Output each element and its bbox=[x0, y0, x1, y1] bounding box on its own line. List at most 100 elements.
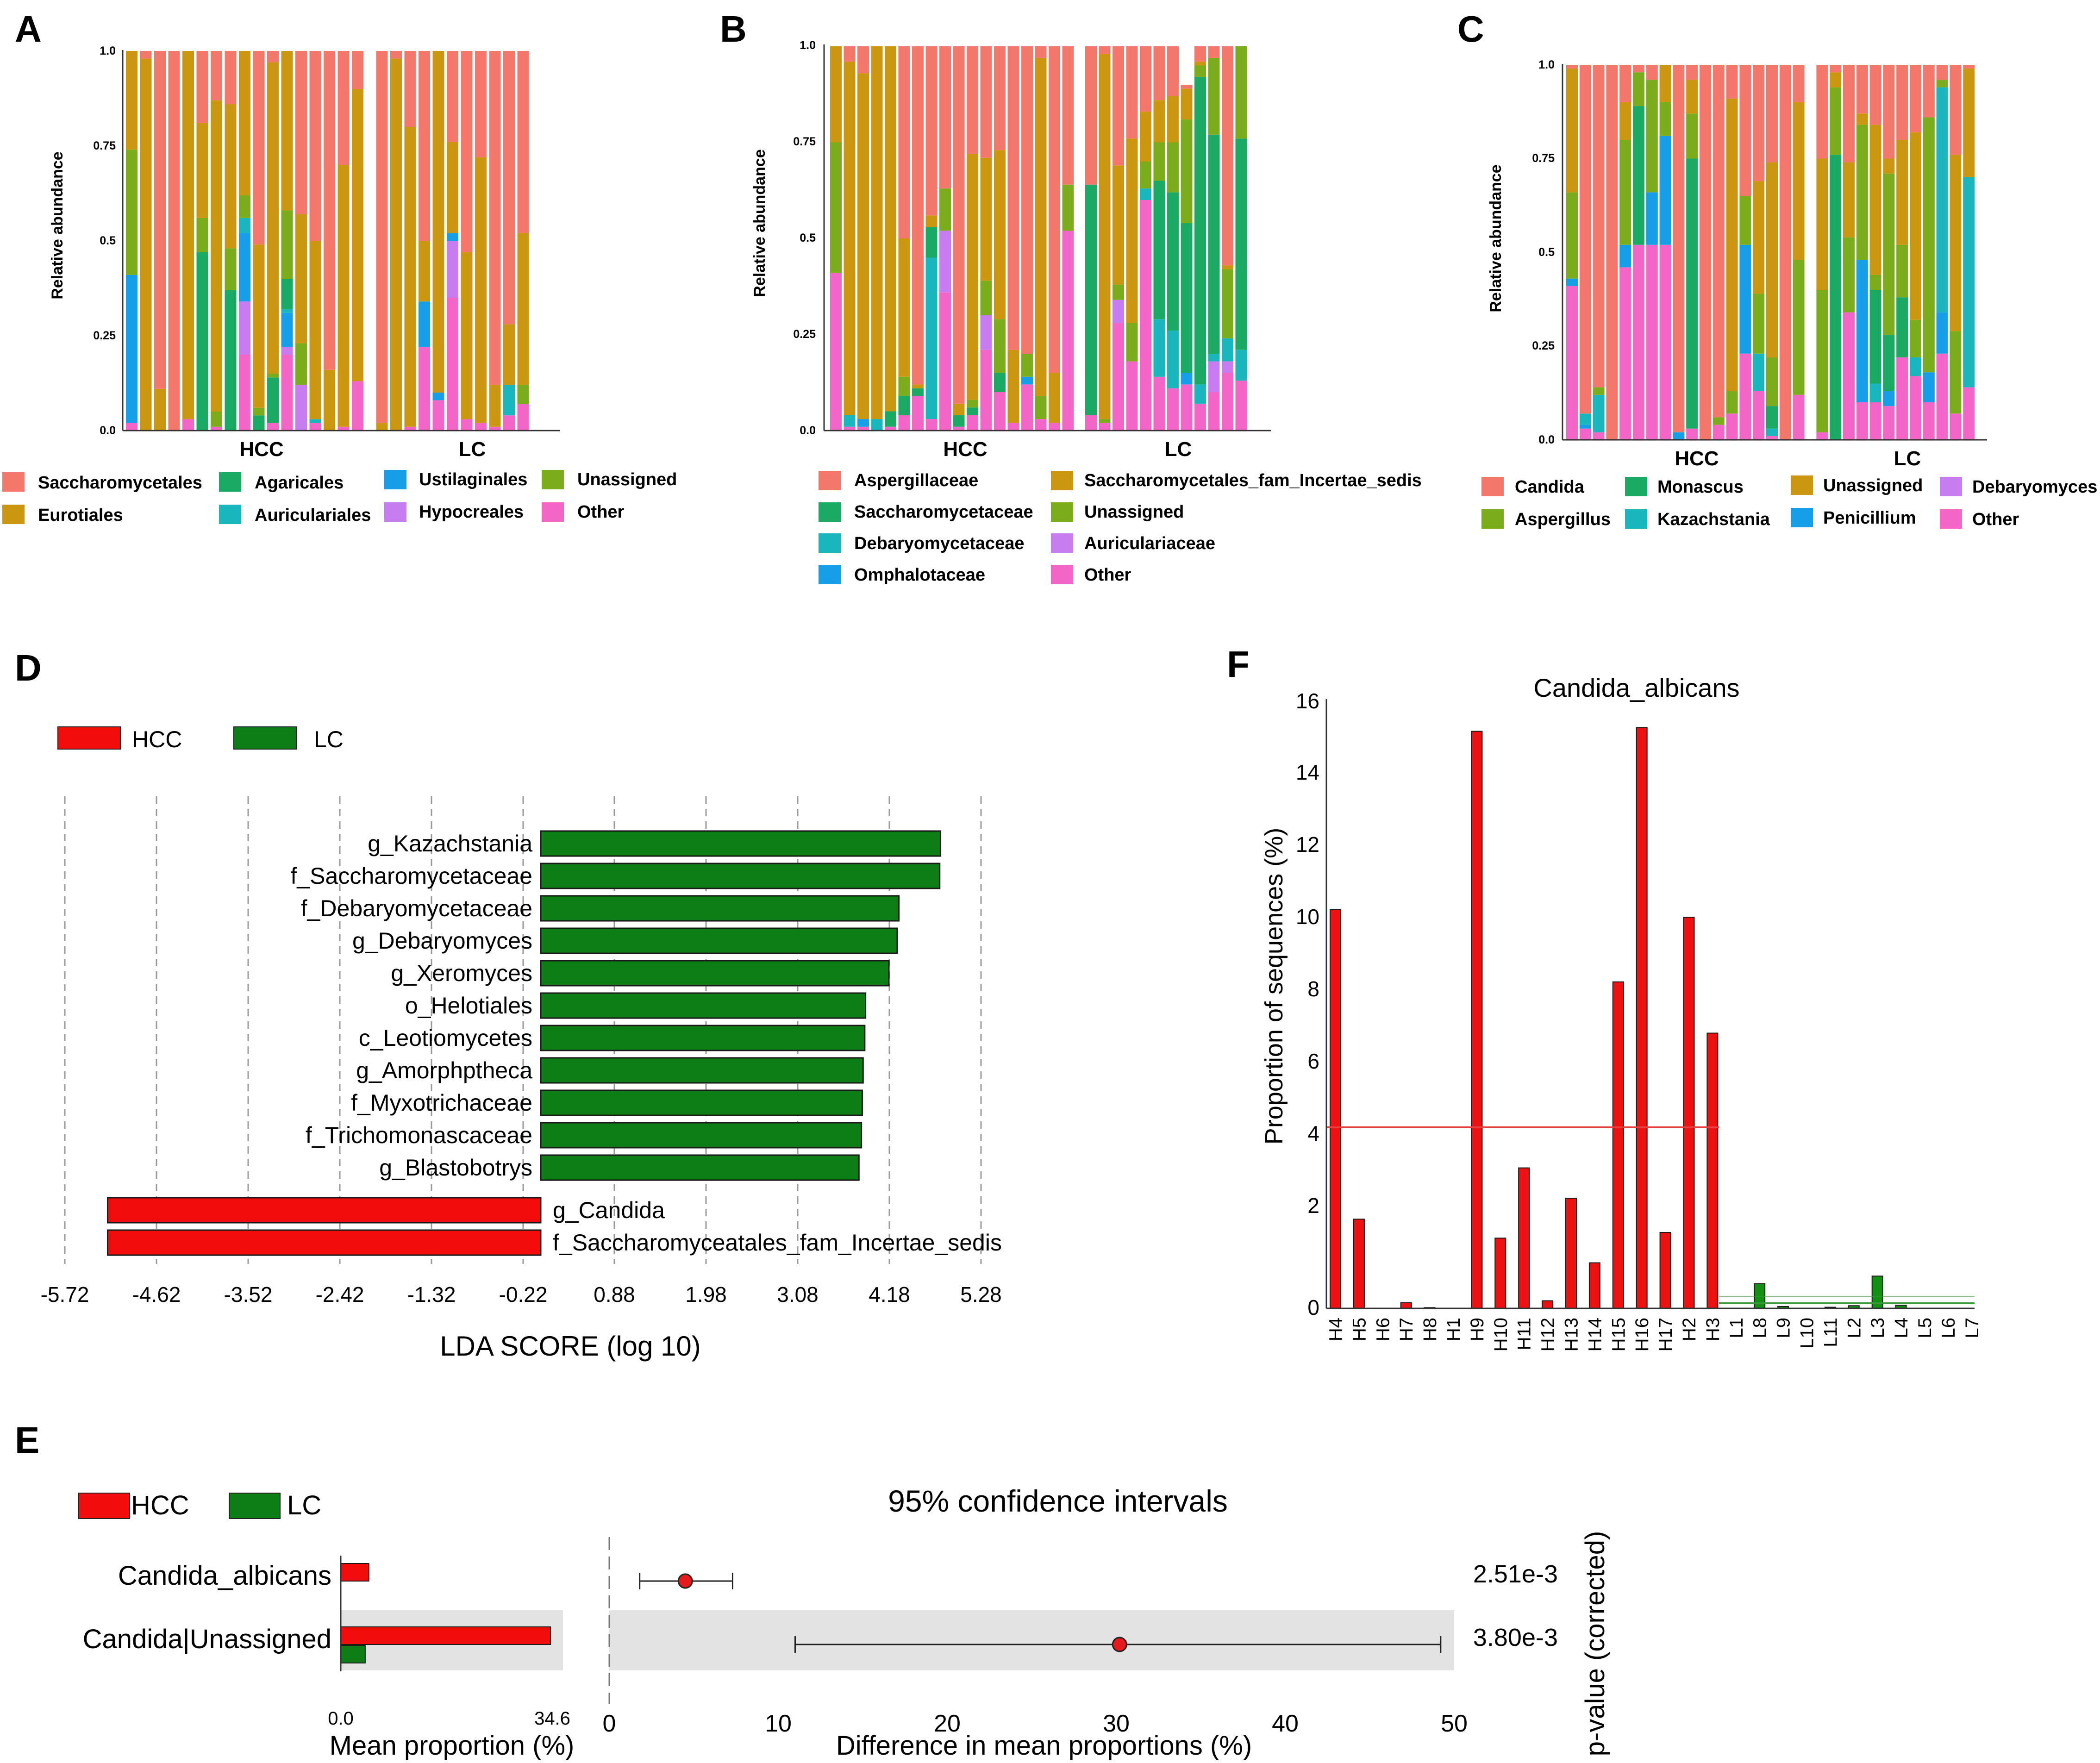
stack-segment bbox=[352, 89, 363, 381]
stack-segment bbox=[1140, 188, 1151, 200]
stack-segment bbox=[503, 324, 515, 385]
lda-bar bbox=[540, 1122, 862, 1149]
stack-segment bbox=[1856, 125, 1868, 260]
stack-segment bbox=[1153, 100, 1165, 143]
stack-segment bbox=[281, 51, 293, 211]
stack-segment bbox=[503, 385, 515, 416]
p-value: 2.51e-3 bbox=[1473, 1560, 1558, 1588]
panel-b-ytick: 0.25 bbox=[793, 328, 816, 341]
stack-segment bbox=[1950, 331, 1962, 414]
lda-bar bbox=[540, 830, 942, 857]
diff-xtick: 50 bbox=[1441, 1710, 1468, 1737]
legend-swatch bbox=[1051, 471, 1073, 490]
panel-a-ytick: 0.0 bbox=[100, 424, 116, 437]
panel-f-chart: Candida_albicans Proportion of sequences… bbox=[1260, 673, 1982, 1351]
legend-item: Candida bbox=[1515, 477, 1585, 497]
stack-segment bbox=[419, 241, 430, 302]
stack-segment bbox=[1830, 72, 1842, 88]
legend-item: Kazachstania bbox=[1657, 510, 1770, 529]
stack-segment bbox=[1099, 54, 1111, 419]
lda-label: f_Trichomonascaceae bbox=[306, 1122, 532, 1148]
stack-segment bbox=[1208, 134, 1220, 354]
lda-label: g_Xeromyces bbox=[391, 960, 532, 986]
stack-segment bbox=[489, 426, 501, 431]
panel-d-xtick: 4.18 bbox=[869, 1282, 910, 1307]
stack-segment bbox=[196, 51, 208, 123]
stack-segment bbox=[1208, 361, 1220, 392]
sample-bar bbox=[1353, 1219, 1365, 1309]
stack-segment bbox=[419, 347, 430, 431]
stack-segment bbox=[1633, 72, 1644, 106]
panel-f-label: F bbox=[1227, 644, 1250, 685]
sample-label: L3 bbox=[1868, 1318, 1888, 1338]
stack-segment bbox=[1896, 244, 1908, 298]
panel-d-label: D bbox=[15, 647, 42, 688]
panel-e-title: 95% confidence intervals bbox=[888, 1484, 1228, 1518]
panel-c-group-lc: LC bbox=[1894, 447, 1921, 470]
lda-bar bbox=[540, 1154, 860, 1181]
legend-item: Other bbox=[1084, 565, 1131, 585]
stack-segment bbox=[980, 157, 992, 281]
stack-segment bbox=[967, 46, 978, 154]
panel-f-ylabel: Proportion of sequences (%) bbox=[1260, 828, 1288, 1144]
stack-segment bbox=[953, 415, 965, 427]
stack-segment bbox=[253, 415, 265, 431]
feature-label: Candida_albicans bbox=[118, 1561, 331, 1591]
panel-d-xlabel: LDA SCORE (log 10) bbox=[440, 1331, 701, 1362]
stack-segment bbox=[1593, 387, 1605, 395]
stack-segment bbox=[830, 273, 842, 431]
stack-segment bbox=[925, 419, 938, 431]
sample-label: H6 bbox=[1373, 1318, 1393, 1341]
legend-item: Other bbox=[1972, 510, 2019, 529]
legend-item: Auriculariaceae bbox=[1084, 534, 1215, 553]
stack-segment bbox=[967, 415, 978, 431]
stack-segment bbox=[1739, 353, 1751, 440]
stack-segment bbox=[925, 215, 938, 227]
legend-swatch bbox=[1791, 475, 1813, 495]
stack-segment bbox=[844, 415, 856, 427]
panel-d-bars: g_Kazachstania f_Saccharomycetaceae f_Deba… bbox=[106, 830, 1002, 1256]
stack-segment bbox=[1167, 388, 1179, 431]
stack-segment bbox=[1686, 80, 1698, 114]
stack-segment bbox=[1633, 244, 1644, 440]
stack-segment bbox=[404, 51, 416, 127]
stack-segment bbox=[503, 51, 515, 325]
stack-segment bbox=[1181, 85, 1193, 89]
stack-segment bbox=[1843, 162, 1855, 238]
legend-swatch bbox=[1481, 477, 1504, 496]
stack-segment bbox=[1739, 244, 1751, 354]
stack-segment bbox=[1208, 392, 1220, 431]
stack-segment bbox=[1194, 46, 1206, 62]
stack-segment bbox=[1633, 65, 1644, 73]
sample-label: L6 bbox=[1938, 1318, 1959, 1338]
stack-segment bbox=[1816, 290, 1828, 432]
stack-segment bbox=[857, 46, 869, 74]
diff-xtick: 10 bbox=[765, 1710, 792, 1737]
panel-d-chart: g_Kazachstania f_Saccharomycetaceae f_Deba… bbox=[41, 796, 1002, 1362]
panel-e-label: E bbox=[15, 1419, 39, 1461]
stack-segment bbox=[1049, 46, 1060, 373]
panel-e-ci-points bbox=[639, 1573, 1442, 1653]
stack-segment bbox=[885, 411, 896, 427]
stack-segment bbox=[239, 51, 250, 195]
panel-f-ytick: 8 bbox=[1307, 977, 1319, 1001]
lda-bar bbox=[106, 1197, 542, 1224]
stack-segment bbox=[253, 244, 265, 408]
stack-segment bbox=[267, 62, 279, 374]
lda-bar bbox=[540, 992, 867, 1019]
stack-segment bbox=[1021, 354, 1033, 377]
stack-segment bbox=[1112, 165, 1124, 285]
panel-a-ylabel: Relative abundance bbox=[49, 151, 66, 299]
stack-segment bbox=[517, 385, 529, 404]
stack-segment bbox=[517, 233, 529, 385]
stack-segment bbox=[196, 252, 208, 431]
stack-segment bbox=[1619, 244, 1631, 268]
legend-swatch bbox=[819, 471, 841, 490]
stack-segment bbox=[475, 423, 487, 431]
panel-e-mean-bars bbox=[340, 1563, 551, 1663]
stack-segment bbox=[1883, 173, 1895, 335]
stack-segment bbox=[432, 400, 444, 431]
stack-segment bbox=[1673, 65, 1685, 432]
stack-segment bbox=[1883, 158, 1895, 174]
stack-segment bbox=[1793, 394, 1805, 440]
